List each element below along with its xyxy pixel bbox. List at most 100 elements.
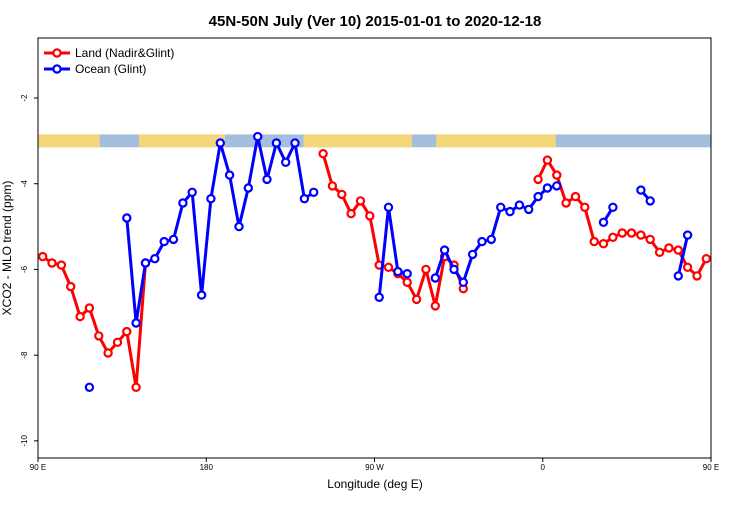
series-1-point-2 bbox=[123, 214, 130, 221]
series-0-line-0 bbox=[43, 257, 146, 388]
legend-item-ocean: Ocean (Glint) bbox=[44, 62, 146, 76]
series-1-point-19 bbox=[282, 159, 289, 166]
series-1-point-34 bbox=[478, 238, 485, 245]
series-0-point-3 bbox=[67, 283, 74, 290]
series-0-point-18 bbox=[366, 212, 373, 219]
series-0-point-2 bbox=[58, 262, 65, 269]
series-0-point-37 bbox=[600, 240, 607, 247]
series-0-point-48 bbox=[703, 255, 710, 262]
series-0-point-24 bbox=[422, 266, 429, 273]
series-0-point-23 bbox=[413, 296, 420, 303]
series-1-point-51 bbox=[684, 232, 691, 239]
series-0-point-14 bbox=[329, 182, 336, 189]
series-0-point-4 bbox=[77, 313, 84, 320]
series-1-point-47 bbox=[637, 187, 644, 194]
series-1-point-24 bbox=[376, 294, 383, 301]
x-tick-label: 90 E bbox=[703, 463, 719, 472]
series-1-point-12 bbox=[217, 139, 224, 146]
series-0-point-52 bbox=[740, 283, 747, 290]
series-1-point-7 bbox=[170, 236, 177, 243]
series-1-point-16 bbox=[254, 133, 261, 140]
series-0-point-51 bbox=[731, 262, 738, 269]
series-1-point-33 bbox=[469, 251, 476, 258]
legend-label-land: Land (Nadir&Glint) bbox=[75, 46, 174, 60]
series-1-point-41 bbox=[544, 184, 551, 191]
series-1-point-10 bbox=[198, 292, 205, 299]
land-mask-segment-1 bbox=[139, 134, 225, 147]
legend-swatch-ocean-marker bbox=[53, 65, 60, 72]
series-0-point-16 bbox=[348, 210, 355, 217]
series-0-point-25 bbox=[432, 302, 439, 309]
land-mask-segment-3 bbox=[436, 134, 556, 147]
series-0-point-17 bbox=[357, 197, 364, 204]
series-0-point-44 bbox=[665, 244, 672, 251]
x-tick-label: 90 E bbox=[30, 463, 46, 472]
series-1-point-9 bbox=[189, 189, 196, 196]
series-1-point-15 bbox=[245, 184, 252, 191]
series-1-point-14 bbox=[235, 223, 242, 230]
series-1-point-48 bbox=[647, 197, 654, 204]
series-1-point-25 bbox=[385, 204, 392, 211]
land-mask-segment-2 bbox=[303, 134, 411, 147]
y-tick-label: -4 bbox=[20, 180, 29, 188]
series-0-point-43 bbox=[656, 249, 663, 256]
series-0-point-38 bbox=[609, 234, 616, 241]
series-1-point-27 bbox=[404, 270, 411, 277]
series-0-point-7 bbox=[105, 349, 112, 356]
series-1-point-37 bbox=[506, 208, 513, 215]
series-0-point-33 bbox=[563, 199, 570, 206]
series-1-point-3 bbox=[133, 319, 140, 326]
y-tick-label: -2 bbox=[20, 94, 29, 102]
series-0-point-32 bbox=[553, 172, 560, 179]
series-1-point-5 bbox=[151, 255, 158, 262]
x-axis: 90 E 180 90 W 0 90 E bbox=[30, 458, 719, 472]
series-0-point-1 bbox=[48, 259, 55, 266]
series-0-point-22 bbox=[404, 279, 411, 286]
series-1-point-42 bbox=[553, 182, 560, 189]
x-tick-label: 90 W bbox=[365, 463, 384, 472]
legend-item-land: Land (Nadir&Glint) bbox=[44, 46, 174, 60]
series-0-point-30 bbox=[535, 176, 542, 183]
series-0-point-34 bbox=[572, 193, 579, 200]
legend-swatch-land-marker bbox=[53, 49, 60, 56]
series-1-point-26 bbox=[394, 268, 401, 275]
series-0-point-45 bbox=[675, 247, 682, 254]
series-0-point-6 bbox=[95, 332, 102, 339]
series-0-point-0 bbox=[39, 253, 46, 260]
series-1-point-39 bbox=[525, 206, 532, 213]
series-1-point-35 bbox=[488, 236, 495, 243]
series-0-point-47 bbox=[693, 272, 700, 279]
series-1-point-29 bbox=[432, 274, 439, 281]
series-0-point-9 bbox=[123, 328, 130, 335]
series-0-point-42 bbox=[647, 236, 654, 243]
series-1-point-6 bbox=[161, 238, 168, 245]
series-0-point-40 bbox=[628, 229, 635, 236]
series-1-point-45 bbox=[609, 204, 616, 211]
land-ocean-mask bbox=[38, 134, 750, 147]
series-0-point-8 bbox=[114, 339, 121, 346]
series-0-point-49 bbox=[712, 253, 719, 260]
x-axis-label: Longitude (deg E) bbox=[327, 477, 422, 491]
series-1-point-30 bbox=[441, 247, 448, 254]
series-0-point-35 bbox=[581, 204, 588, 211]
series-1 bbox=[86, 133, 750, 391]
series-1-point-17 bbox=[263, 176, 270, 183]
series-0-point-50 bbox=[721, 259, 728, 266]
series-1-point-4 bbox=[142, 259, 149, 266]
series-1-point-13 bbox=[226, 172, 233, 179]
series-1-point-32 bbox=[460, 279, 467, 286]
series-0-point-41 bbox=[637, 232, 644, 239]
x-tick-label: 0 bbox=[541, 463, 546, 472]
legend-label-ocean: Ocean (Glint) bbox=[75, 62, 146, 76]
series-1-point-22 bbox=[310, 189, 317, 196]
x-tick-label: 180 bbox=[200, 463, 214, 472]
series-0-point-20 bbox=[385, 264, 392, 271]
y-tick-label: -6 bbox=[20, 265, 29, 273]
series-0-point-5 bbox=[86, 304, 93, 311]
series-0-point-15 bbox=[338, 191, 345, 198]
series-0-point-46 bbox=[684, 264, 691, 271]
series-1-point-18 bbox=[273, 139, 280, 146]
series-1-point-50 bbox=[675, 272, 682, 279]
